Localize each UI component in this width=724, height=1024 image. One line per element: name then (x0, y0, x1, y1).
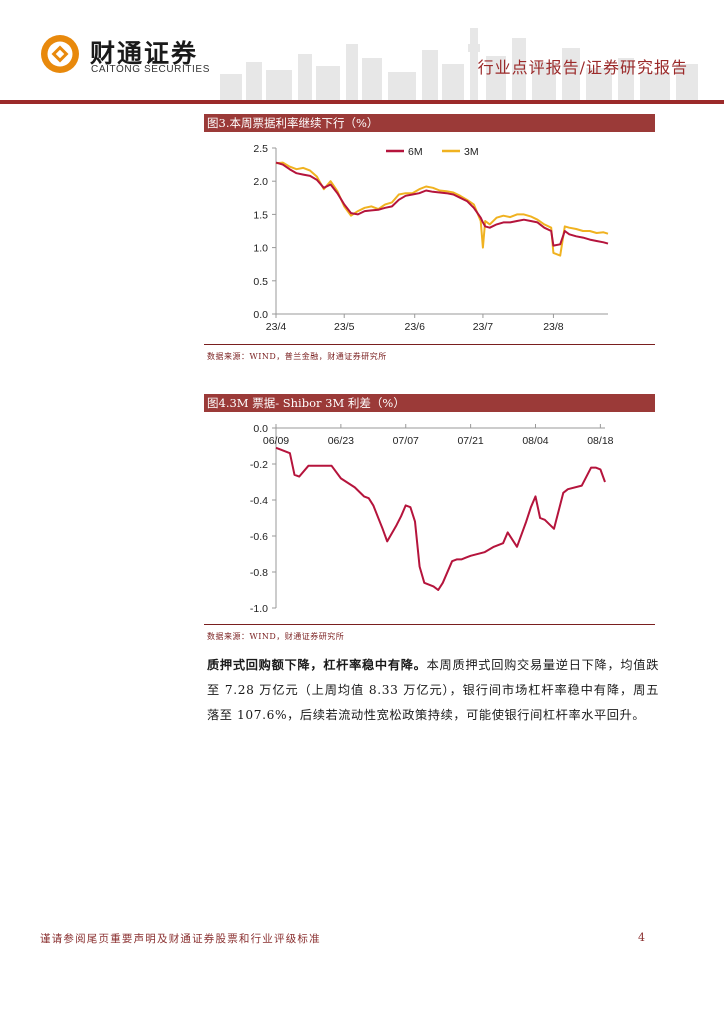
x-tick-label: 06/23 (328, 435, 354, 447)
x-tick-label: 23/6 (404, 321, 425, 333)
y-tick-label: 2.0 (253, 176, 268, 188)
x-tick-label: 07/07 (393, 435, 419, 447)
header-divider (0, 100, 724, 104)
y-tick-label: 2.5 (253, 143, 268, 155)
figure4-source-rule (204, 624, 655, 625)
report-type: 行业点评报告/证券研究报告 (477, 58, 688, 77)
figure3-source: 数据来源：WIND，普兰金融，财通证券研究所 (207, 352, 387, 361)
series-line-3M (275, 161, 609, 257)
x-tick-label: 23/7 (473, 321, 494, 333)
legend-label-3M: 3M (464, 146, 479, 158)
figure4-chart: 0.0 -0.2 -0.4 -0.6 -0.8 -1.0 06/09 06/23 07/07 07… (250, 423, 614, 615)
y-tick-label: -0.2 (250, 459, 268, 471)
y-tick-label: -0.6 (250, 531, 268, 543)
x-tick-label: 23/4 (266, 321, 287, 333)
x-tick-label: 06/09 (263, 435, 289, 447)
x-tick-label: 23/8 (543, 321, 564, 333)
footer-disclaimer: 谨请参阅尾页重要声明及财通证券股票和行业评级标准 (40, 933, 321, 945)
legend-label-6M: 6M (408, 146, 423, 158)
city-skyline-icon (220, 28, 698, 100)
figure4-source: 数据来源：WIND，财通证券研究所 (207, 632, 345, 641)
page-header: 财通证券 CAITONG SECURITIES 行业点评报告/证券研究报告 (0, 0, 724, 104)
brand-name-cn: 财通证券 (90, 39, 199, 68)
series-line-series-0 (275, 446, 606, 591)
y-tick-label: 0.5 (253, 276, 268, 288)
y-tick-label: -1.0 (250, 603, 268, 615)
y-tick-label: 1.0 (253, 243, 268, 255)
x-tick-label: 08/18 (587, 435, 613, 447)
figure4-title: 图4.3M 票据- Shibor 3M 利差（%） (204, 394, 655, 412)
y-tick-label: 0.0 (253, 423, 268, 435)
caitong-logo-icon (41, 35, 79, 73)
y-tick-label: 1.5 (253, 209, 268, 221)
x-tick-label: 07/21 (457, 435, 483, 447)
series-line-6M (275, 161, 609, 247)
figure3-title: 图3.本周票据利率继续下行（%） (204, 114, 655, 132)
paragraph-body: 本周质押式回购交易量逆日下降，均值跌至 7.28 万亿元（上周均值 8.33 万… (207, 658, 659, 722)
brand-name-en: CAITONG SECURITIES (91, 64, 210, 75)
y-tick-label: 0.0 (253, 309, 268, 321)
y-tick-label: -0.8 (250, 567, 268, 579)
figure3-chart: 0.0 0.5 1.0 1.5 2.0 2.5 23/4 23/5 23/6 23/7 23/8 6M… (253, 143, 609, 333)
analysis-paragraph: 质押式回购额下降，杠杆率稳中有降。本周质押式回购交易量逆日下降，均值跌至 7.2… (207, 653, 659, 728)
paragraph-lead: 质押式回购额下降，杠杆率稳中有降。 (207, 658, 427, 672)
page-number: 4 (638, 931, 645, 944)
x-tick-label: 23/5 (334, 321, 355, 333)
y-tick-label: -0.4 (250, 495, 268, 507)
figure3-source-rule (204, 344, 655, 345)
x-tick-label: 08/04 (522, 435, 548, 447)
